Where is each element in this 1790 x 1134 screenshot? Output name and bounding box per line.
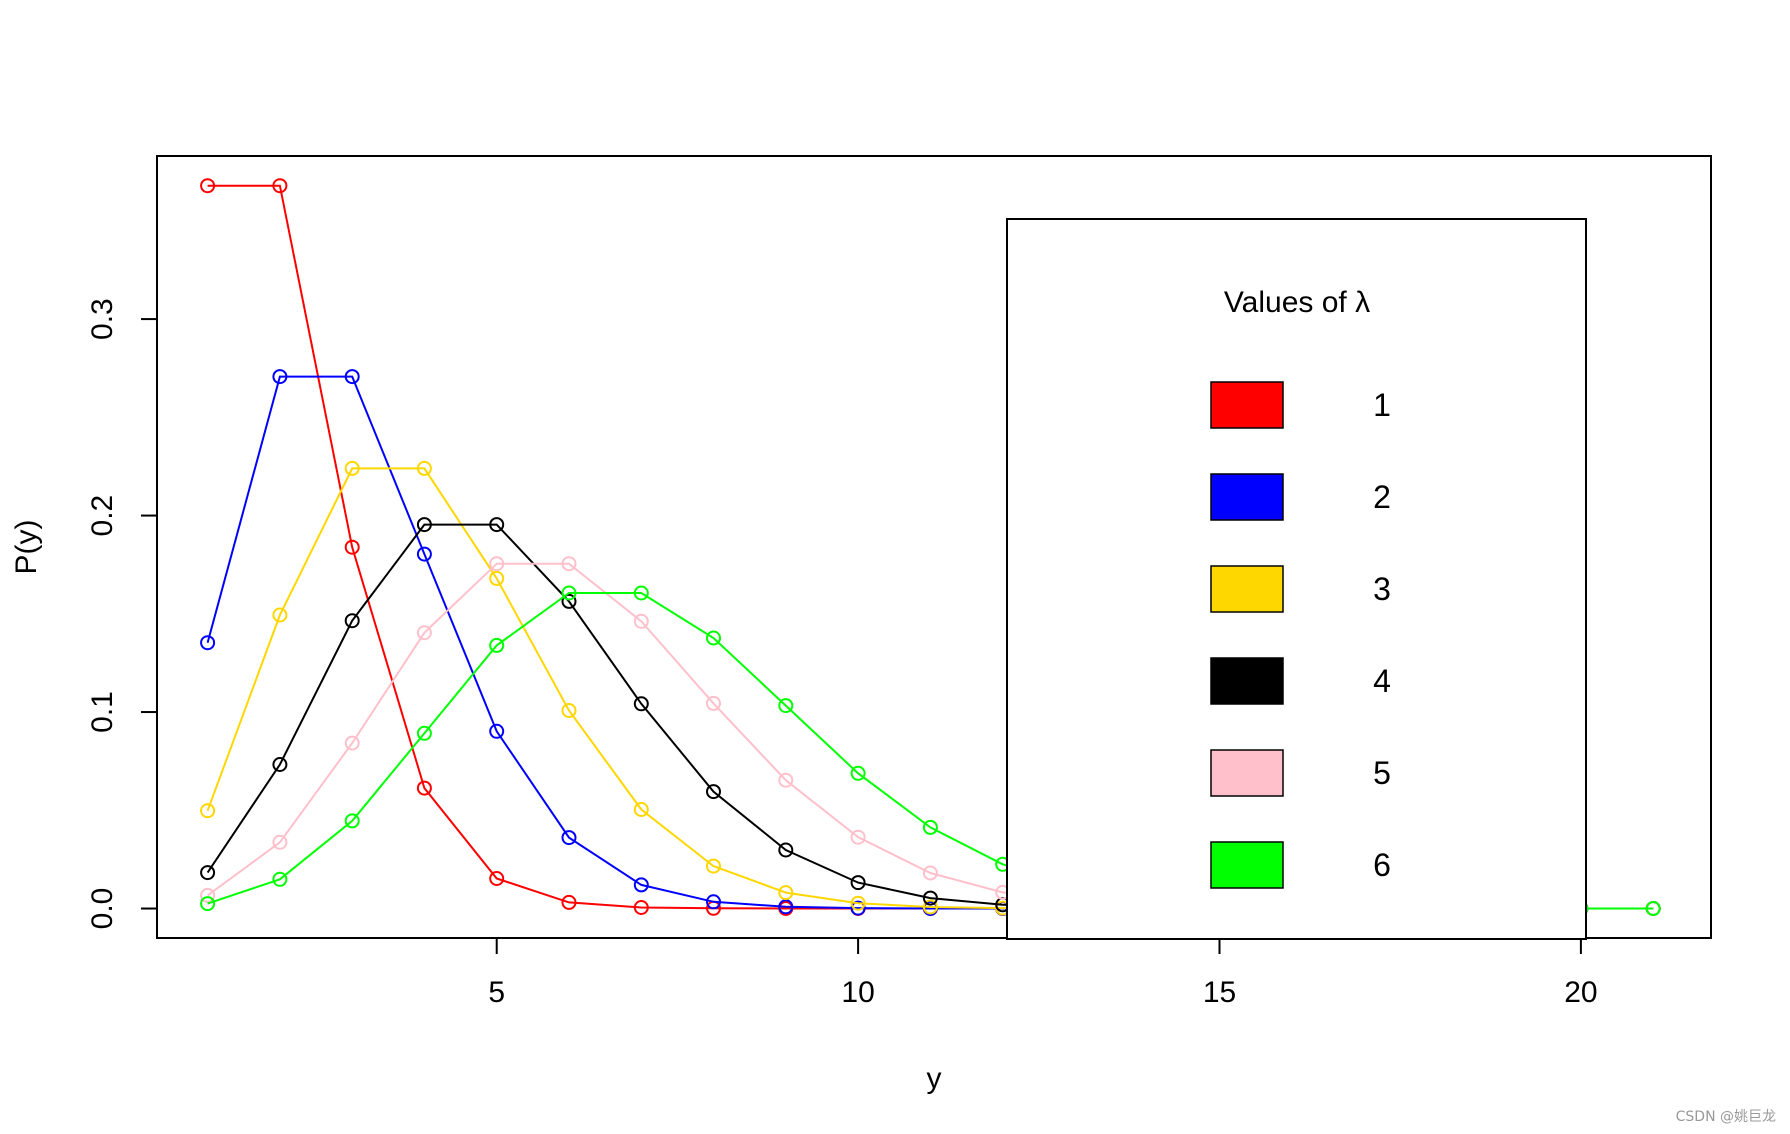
series-5-point	[200, 887, 216, 903]
series-4-point	[922, 890, 938, 906]
series-2-point	[344, 369, 360, 385]
series-4-point	[489, 517, 505, 533]
plot-frame	[156, 155, 1712, 939]
legend-label: 2	[1373, 479, 1391, 515]
y-axis: 0.0 0.1 0.2 0.3	[86, 298, 157, 929]
series-3-point	[633, 802, 649, 817]
x-tick-label: 15	[1203, 976, 1236, 1009]
series-5-point	[489, 556, 505, 572]
series-2-point	[633, 877, 649, 893]
series-4-point	[850, 875, 866, 891]
x-tick-label: 10	[841, 976, 874, 1009]
series-3-point	[706, 858, 721, 874]
series-1-point	[272, 178, 288, 194]
series-6-point	[200, 896, 216, 912]
legend-swatch	[1210, 657, 1284, 705]
legend-entry-5: 5	[1210, 749, 1391, 797]
series-3-point	[272, 607, 288, 623]
series-5-point	[922, 865, 938, 881]
series-3-point	[200, 803, 216, 819]
legend: Values of λ 1 2 3 4 5 6	[1006, 218, 1587, 940]
series-5-point	[344, 735, 360, 751]
y-axis-title: P(y)	[10, 520, 43, 575]
series-1-point	[344, 539, 360, 555]
legend-swatch	[1210, 473, 1284, 521]
series-5-point	[778, 772, 794, 788]
series-3-point	[778, 885, 794, 901]
legend-entry-2: 2	[1210, 473, 1391, 521]
y-tick-label: 0.0	[86, 888, 119, 930]
series-5-point	[416, 625, 432, 641]
series-2-point	[778, 899, 794, 915]
series-5-point	[706, 695, 721, 711]
series-2-point	[416, 546, 432, 562]
series-4-point	[561, 593, 577, 609]
series-6-point	[706, 630, 721, 646]
legend-entry-3: 3	[1210, 565, 1391, 613]
series-4-point	[633, 696, 649, 712]
series-6-point	[272, 871, 288, 887]
legend-title: Values of λ	[1224, 286, 1370, 319]
x-axis: 5 10 15 20	[488, 938, 1598, 1009]
series-1-point	[561, 894, 577, 910]
series-5-point	[850, 829, 866, 845]
series-3-point	[416, 460, 432, 476]
y-tick-label: 0.1	[86, 691, 119, 733]
series-2-point	[200, 635, 216, 651]
series-2-point	[272, 369, 288, 385]
legend-label: 5	[1373, 755, 1391, 791]
series-1-point	[489, 871, 505, 886]
series-4-point	[272, 757, 288, 772]
legend-entries: 1 2 3 4 5 6	[1210, 381, 1391, 889]
legend-label: 1	[1373, 387, 1391, 423]
series-5-point	[633, 613, 649, 629]
legend-box	[1006, 218, 1587, 940]
series-6-point	[922, 819, 938, 835]
x-tick-label: 5	[488, 976, 505, 1009]
legend-label: 6	[1373, 847, 1391, 883]
series-6-point	[850, 765, 866, 781]
series-3-point	[344, 460, 360, 476]
series-4-point	[344, 613, 360, 629]
series-6-point	[633, 585, 649, 601]
legend-entry-6: 6	[1210, 841, 1391, 889]
series-3-point	[922, 899, 938, 915]
series-4-point	[778, 842, 794, 858]
series-6-point	[561, 585, 577, 601]
series-6-point	[489, 637, 505, 653]
series-1-point	[633, 900, 649, 915]
series-1-point	[416, 780, 432, 796]
legend-swatch	[1210, 381, 1284, 429]
legend-swatch	[1210, 749, 1284, 797]
series-1-point	[200, 178, 216, 194]
series-4-point	[706, 784, 721, 800]
series-5-point	[561, 556, 577, 572]
legend-swatch	[1210, 841, 1284, 889]
legend-entry-1: 1	[1210, 381, 1391, 429]
series-4-point	[416, 517, 432, 533]
series-2-point	[706, 894, 721, 910]
series-2-point	[489, 723, 505, 739]
series-6-point	[1645, 901, 1661, 916]
series-6-point	[778, 698, 794, 714]
series-6-point	[416, 725, 432, 741]
legend-swatch	[1210, 565, 1284, 613]
legend-label: 3	[1373, 571, 1391, 607]
x-tick-label: 20	[1564, 976, 1597, 1009]
series-3-point	[850, 895, 866, 911]
y-tick-label: 0.3	[86, 298, 119, 340]
series-3-point	[489, 570, 505, 586]
y-tick-label: 0.2	[86, 495, 119, 537]
legend-entry-4: 4	[1210, 657, 1391, 705]
series-5-point	[272, 834, 288, 850]
series-2-point	[561, 830, 577, 846]
series-6-point	[344, 813, 360, 829]
legend-label: 4	[1373, 663, 1391, 699]
series-4-point	[200, 865, 216, 881]
watermark: CSDN @姚巨龙	[1675, 1109, 1776, 1125]
series-2-point	[850, 900, 866, 916]
x-axis-title: y	[927, 1062, 942, 1095]
series-3-point	[561, 703, 577, 718]
